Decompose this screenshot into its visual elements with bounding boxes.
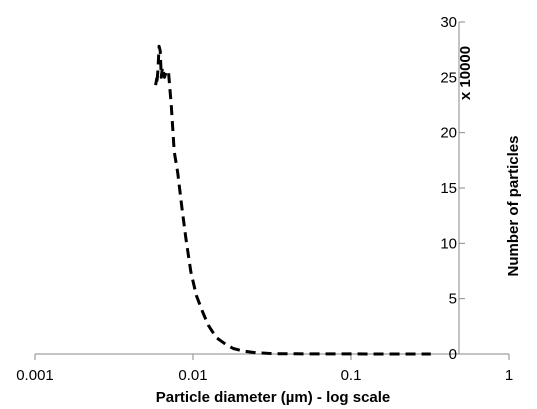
series-line: [154, 44, 431, 356]
y-axis: 0 5 10 15 20 25 30: [440, 14, 465, 363]
x-tick-label: 0.001: [16, 367, 54, 384]
y-tick-label: 25: [440, 69, 457, 86]
x-tick-label: 1: [505, 367, 513, 384]
x-axis-title: Particle diameter (µm) - log scale: [156, 389, 391, 406]
y-tick-label: 15: [440, 180, 457, 197]
x-axis: 0.001 0.01 0.1 1: [16, 353, 513, 384]
y-tick-label: 30: [440, 14, 457, 31]
y-tick-label: 5: [449, 291, 457, 308]
y-tick-label: 0: [449, 346, 457, 363]
y-tick-label: 20: [440, 125, 457, 142]
y-multiplier-label: x 10000: [457, 46, 474, 100]
x-tick-label: 0.1: [341, 367, 362, 384]
y-axis-title: Number of particles: [505, 136, 522, 277]
series-group: [154, 44, 431, 356]
x-tick-label: 0.01: [178, 367, 207, 384]
y-tick-label: 10: [440, 235, 457, 252]
